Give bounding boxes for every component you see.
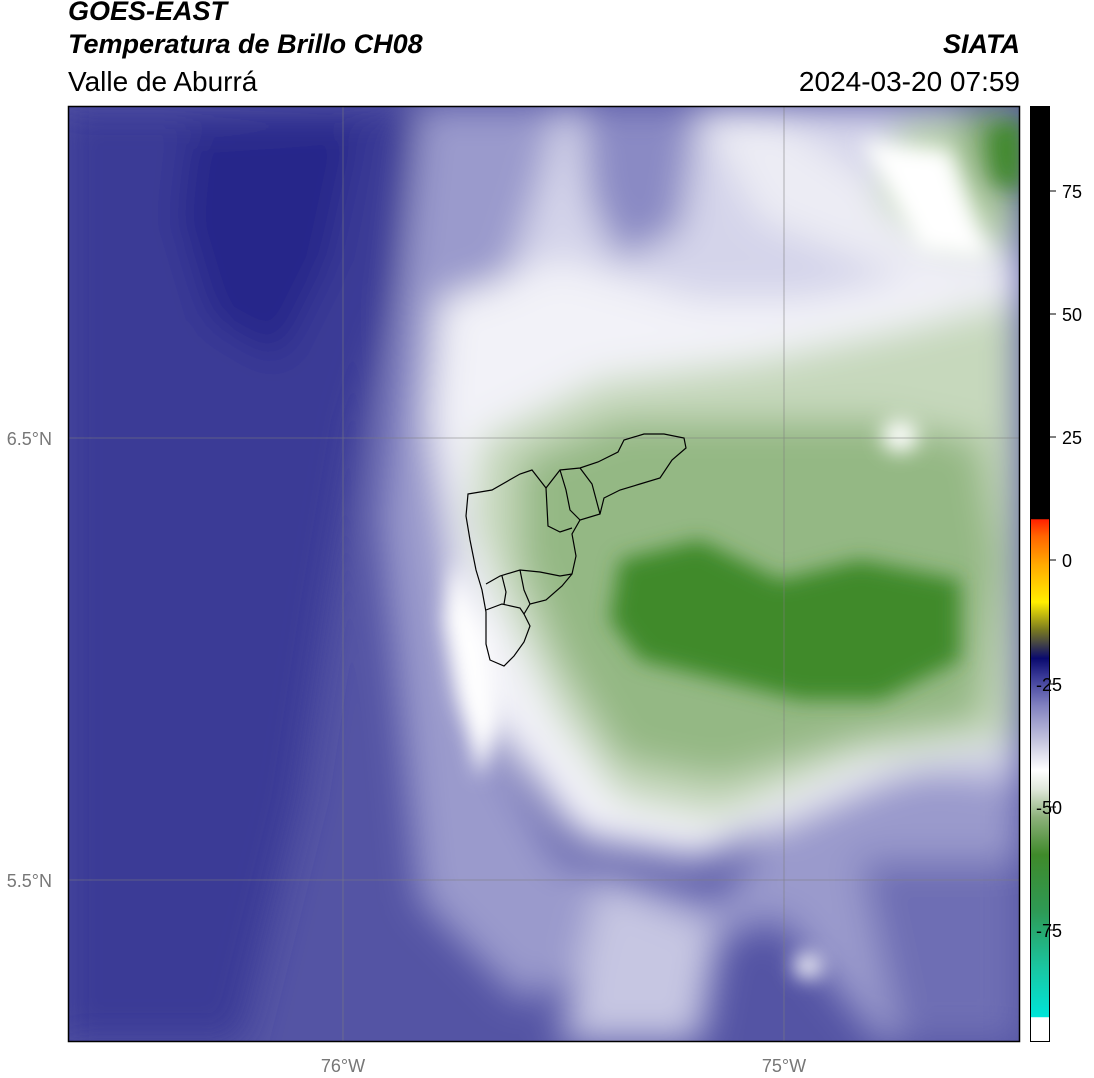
lon-tick-label: 75°W <box>762 1056 806 1076</box>
colorbar-tick-label: 0 <box>1062 551 1072 571</box>
colorbar-tick-label: 50 <box>1062 305 1082 325</box>
colorbar-tick-label: -75 <box>1036 921 1062 941</box>
colorbar-tick-label: 25 <box>1062 428 1082 448</box>
timestamp-label: 2024-03-20 07:59 <box>798 66 1020 97</box>
region-subtitle: Valle de Aburrá <box>68 66 258 97</box>
colorbar-tick-label: -50 <box>1036 798 1062 818</box>
colorbar-tick-label: -25 <box>1036 675 1062 695</box>
brightness-temperature-field <box>68 106 1020 1042</box>
organization-label: SIATA <box>943 29 1020 59</box>
lat-tick-label: 6.5°N <box>7 429 52 449</box>
colorbar-tick-label: 75 <box>1062 182 1082 202</box>
map-frame <box>67 105 1021 1043</box>
colorbar-ramp <box>1030 106 1050 1042</box>
graticule <box>68 106 1020 1042</box>
satellite-title: GOES-EAST <box>68 0 228 26</box>
product-title: Temperatura de Brillo CH08 <box>68 29 423 59</box>
lat-tick-label: 5.5°N <box>7 871 52 891</box>
valle-de-aburra-boundaries <box>465 433 687 667</box>
lon-tick-label: 76°W <box>321 1056 365 1076</box>
colorbar: 75 50 25 0 -25 -50 -75 <box>1030 106 1082 1042</box>
